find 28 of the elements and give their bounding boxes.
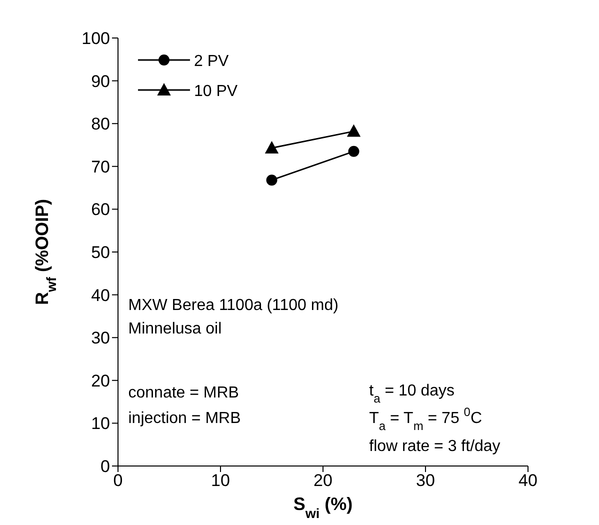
annotation: t$_{a}$ = 10 days <box>369 382 455 406</box>
annotation: flow rate = 3 ft/day <box>369 438 500 456</box>
annotation: Minnelusa oil <box>128 320 222 338</box>
y-tick-label: 90 <box>91 72 110 91</box>
x-tick-label: 30 <box>416 471 435 490</box>
x-tick-label: 0 <box>113 471 123 490</box>
y-tick-label: 60 <box>91 200 110 220</box>
y-tick-label: 30 <box>91 328 110 348</box>
point <box>348 146 360 157</box>
y-tick-label: 40 <box>91 286 110 305</box>
annotation: connate = MRB <box>128 384 239 402</box>
x-tick-label: 40 <box>518 471 538 490</box>
y-tick-label: 70 <box>91 157 110 176</box>
annotation: MXW Berea 1100a (1100 md) <box>128 296 338 314</box>
x-axis-title: S$_{wi}$ (%) <box>293 494 353 520</box>
y-tick-label: 100 <box>82 29 110 48</box>
point <box>266 174 278 186</box>
y-tick-label: 0 <box>100 457 110 476</box>
y-tick-label: 80 <box>91 114 110 134</box>
annotation: T$_{a}$ = T$_{m}$ = 75 $^{0}$C <box>369 405 482 434</box>
y-tick-label: 20 <box>91 371 110 390</box>
annotation: injection = MRB <box>128 410 241 428</box>
x-tick-label: 10 <box>211 471 230 490</box>
y-tick-label: 10 <box>91 414 110 434</box>
y-tick-label: 50 <box>91 243 110 262</box>
legend-label: 2 PV <box>194 53 230 70</box>
legend-label: 10 PV <box>194 83 238 100</box>
x-tick-label: 20 <box>314 471 332 490</box>
